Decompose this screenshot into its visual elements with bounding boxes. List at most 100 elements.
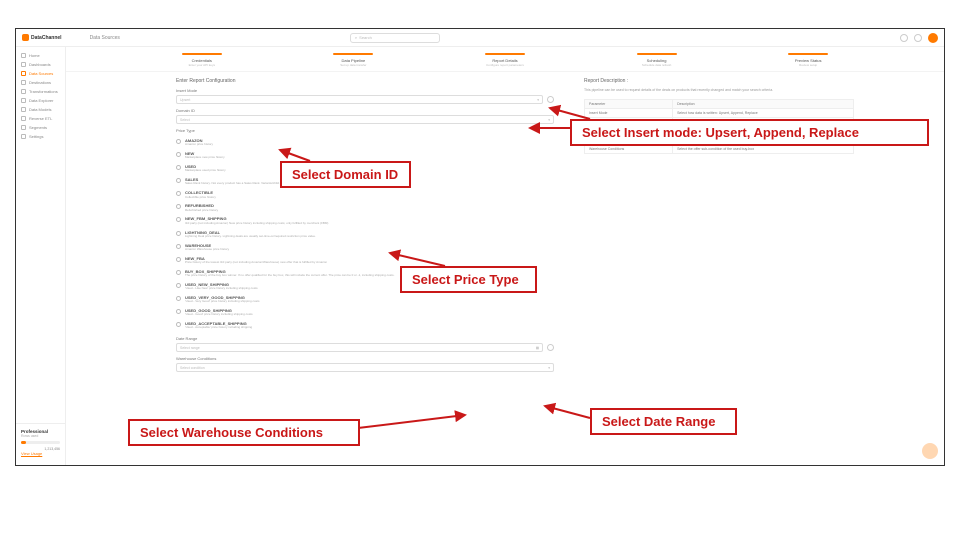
sidebar-item-home[interactable]: Home xyxy=(16,51,65,60)
sidebar-item-settings[interactable]: Settings xyxy=(16,132,65,141)
price-type-label: Price Type xyxy=(176,128,554,133)
radio-icon xyxy=(176,283,181,288)
search-placeholder: Search xyxy=(359,35,372,40)
notifications-icon[interactable] xyxy=(914,34,922,42)
sidebar-item-label: Home xyxy=(29,53,40,58)
radio-icon xyxy=(176,322,181,327)
info-icon[interactable] xyxy=(547,96,554,103)
rows-label: Rows used xyxy=(21,434,60,438)
sidebar-item-label: Data Models xyxy=(29,107,51,112)
sidebar-item-label: Transformations xyxy=(29,89,58,94)
calendar-icon: ▦ xyxy=(536,346,539,350)
report-desc-body: This pipeline can be used to request det… xyxy=(584,88,854,93)
sidebar-item-label: Segments xyxy=(29,125,47,130)
callout-price-type: Select Price Type xyxy=(400,266,537,293)
callout-warehouse: Select Warehouse Conditions xyxy=(128,419,360,446)
step-report-details[interactable]: Report DetailsConfigure report parameter… xyxy=(485,53,525,67)
nav-icon xyxy=(21,71,26,76)
callout-domain-id: Select Domain ID xyxy=(280,161,411,188)
nav-icon xyxy=(21,98,26,103)
avatar[interactable] xyxy=(928,33,938,43)
insert-mode-label: Insert Mode xyxy=(176,88,554,93)
sidebar-item-dashboards[interactable]: Dashboards xyxy=(16,60,65,69)
stepper: CredentialsEnter your API keys Data Pipel… xyxy=(66,47,944,72)
table-header: Parameter xyxy=(585,99,673,108)
warehouse-label: Warehouse Conditions xyxy=(176,356,554,361)
radio-icon xyxy=(176,270,181,275)
callout-date-range: Select Date Range xyxy=(590,408,737,435)
section-title: Enter Report Configuration xyxy=(176,78,554,84)
date-range-input[interactable]: Select range ▦ xyxy=(176,343,543,352)
insert-mode-select[interactable]: Upsert ▾ xyxy=(176,95,543,104)
chevron-down-icon: ▾ xyxy=(548,118,550,122)
radio-icon xyxy=(176,204,181,209)
callout-insert-mode: Select Insert mode: Upsert, Append, Repl… xyxy=(570,119,929,146)
domain-id-label: Domain ID xyxy=(176,108,554,113)
nav-icon xyxy=(21,116,26,121)
radio-icon xyxy=(176,231,181,236)
content: CredentialsEnter your API keys Data Pipel… xyxy=(66,47,944,465)
help-icon[interactable] xyxy=(900,34,908,42)
sidebar-item-label: Data Explorer xyxy=(29,98,53,103)
topbar-icons xyxy=(900,33,938,43)
price-type-option[interactable]: AMAZONAmazon price history xyxy=(176,136,554,149)
nav-icon xyxy=(21,80,26,85)
radio-icon xyxy=(176,257,181,262)
sidebar-item-label: Reverse ETL xyxy=(29,116,52,121)
nav-icon xyxy=(21,107,26,112)
sidebar-item-transformations[interactable]: Transformations xyxy=(16,87,65,96)
sidebar-item-data-models[interactable]: Data Models xyxy=(16,105,65,114)
breadcrumb: Data Sources xyxy=(90,35,120,41)
price-type-option[interactable]: USED_VERY_GOOD_SHIPPING'Used - Very Good… xyxy=(176,293,554,306)
radio-icon xyxy=(176,178,181,183)
sidebar-item-reverse-etl[interactable]: Reverse ETL xyxy=(16,114,65,123)
sidebar-item-label: Dashboards xyxy=(29,62,51,67)
radio-icon xyxy=(176,191,181,196)
radio-icon xyxy=(176,309,181,314)
radio-icon xyxy=(176,296,181,301)
sidebar-footer: Professional Rows used 1,213,456 View Us… xyxy=(16,423,65,461)
sidebar-item-label: Settings xyxy=(29,134,43,139)
radio-icon xyxy=(176,244,181,249)
sidebar-item-data-explorer[interactable]: Data Explorer xyxy=(16,96,65,105)
step-data-pipeline[interactable]: Data PipelineSet up data transfer xyxy=(333,53,373,67)
price-type-option[interactable]: WAREHOUSEAmazon Warehouse price history xyxy=(176,241,554,254)
chat-bubble-icon[interactable] xyxy=(922,443,938,459)
search-icon: ⌕ xyxy=(355,35,357,40)
radio-icon xyxy=(176,139,181,144)
price-type-option[interactable]: NEW_FBAPrice history of the lowest 3rd p… xyxy=(176,254,554,267)
price-type-option[interactable]: NEW_FBM_SHIPPING3rd party (not including… xyxy=(176,214,554,227)
price-type-option[interactable]: USED_GOOD_SHIPPING'Used - Good' price hi… xyxy=(176,306,554,319)
step-preview-status[interactable]: Preview StatusReview setup xyxy=(788,53,828,67)
nav-icon xyxy=(21,134,26,139)
nav-icon xyxy=(21,89,26,94)
sidebar-item-label: Data Sources xyxy=(29,71,53,76)
radio-icon xyxy=(176,217,181,222)
report-desc-title: Report Description : xyxy=(584,78,854,84)
topbar: DataChannel Data Sources ⌕ Search xyxy=(16,29,944,47)
app-name: DataChannel xyxy=(31,35,62,41)
nav-icon xyxy=(21,125,26,130)
price-type-option[interactable]: COLLECTIBLECollectible price history xyxy=(176,188,554,201)
table-header: Description xyxy=(673,99,854,108)
sidebar-item-destinations[interactable]: Destinations xyxy=(16,78,65,87)
logo[interactable]: DataChannel xyxy=(22,34,62,41)
view-usage-link[interactable]: View Usage xyxy=(21,451,60,456)
price-type-option[interactable]: USED_ACCEPTABLE_SHIPPING'Used - Acceptab… xyxy=(176,319,554,332)
sidebar-item-segments[interactable]: Segments xyxy=(16,123,65,132)
step-credentials[interactable]: CredentialsEnter your API keys xyxy=(182,53,222,67)
radio-icon xyxy=(176,165,181,170)
price-type-option[interactable]: LIGHTNING_DEALLightning Deal price histo… xyxy=(176,228,554,241)
app-frame: DataChannel Data Sources ⌕ Search Home Da… xyxy=(15,28,945,466)
date-range-label: Date Range xyxy=(176,336,554,341)
nav-icon xyxy=(21,53,26,58)
search-input[interactable]: ⌕ Search xyxy=(350,33,440,43)
price-type-option[interactable]: REFURBISHEDRefurbished price history xyxy=(176,201,554,214)
sidebar-item-label: Destinations xyxy=(29,80,51,85)
step-scheduling[interactable]: SchedulingSchedule data refresh xyxy=(637,53,677,67)
warehouse-select[interactable]: Select condition ▾ xyxy=(176,363,554,372)
chevron-down-icon: ▾ xyxy=(537,98,539,102)
sidebar-item-data-sources[interactable]: Data Sources xyxy=(16,69,65,78)
info-icon[interactable] xyxy=(547,344,554,351)
domain-id-select[interactable]: Select ▾ xyxy=(176,115,554,124)
